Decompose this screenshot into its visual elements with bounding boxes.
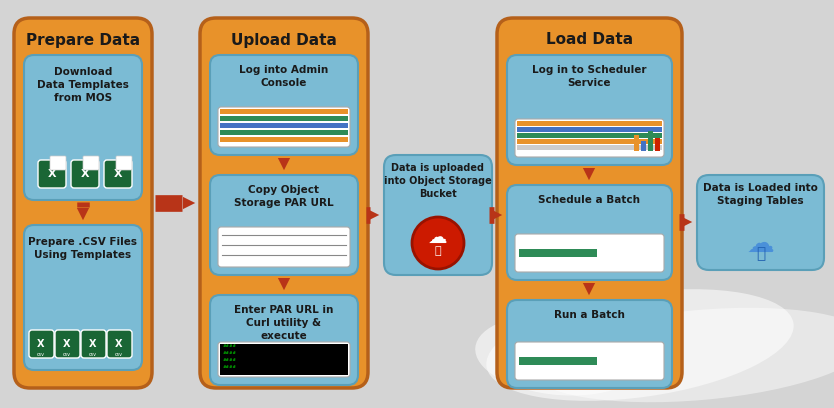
Text: X: X [81, 169, 89, 179]
Text: ☁: ☁ [428, 228, 448, 246]
Text: ☁: ☁ [746, 230, 775, 258]
FancyBboxPatch shape [517, 133, 662, 137]
Text: csv: csv [115, 352, 123, 357]
FancyBboxPatch shape [83, 156, 99, 170]
FancyBboxPatch shape [24, 55, 142, 200]
Text: Copy Object
Storage PAR URL: Copy Object Storage PAR URL [234, 185, 334, 208]
Ellipse shape [475, 315, 645, 395]
FancyBboxPatch shape [210, 175, 358, 275]
Text: Load Data: Load Data [546, 33, 633, 47]
FancyBboxPatch shape [697, 175, 824, 270]
FancyBboxPatch shape [220, 137, 348, 142]
Text: Log into Admin
Console: Log into Admin Console [239, 65, 329, 88]
Text: X: X [113, 169, 123, 179]
Text: Prepare Data: Prepare Data [26, 33, 140, 47]
FancyBboxPatch shape [517, 127, 662, 131]
FancyBboxPatch shape [515, 342, 664, 380]
Text: X: X [115, 339, 123, 349]
FancyBboxPatch shape [220, 130, 348, 135]
Text: csv: csv [63, 352, 71, 357]
FancyBboxPatch shape [519, 357, 596, 365]
Text: X: X [89, 339, 97, 349]
Text: ####: #### [223, 358, 237, 362]
FancyBboxPatch shape [38, 160, 66, 188]
FancyBboxPatch shape [384, 155, 492, 275]
Circle shape [412, 217, 464, 269]
Text: Data is Loaded into
Staging Tables: Data is Loaded into Staging Tables [703, 183, 818, 206]
FancyBboxPatch shape [218, 107, 350, 147]
FancyBboxPatch shape [634, 135, 639, 151]
FancyBboxPatch shape [218, 227, 350, 267]
Text: Download
Data Templates
from MOS: Download Data Templates from MOS [37, 67, 129, 102]
Text: Run a Batch: Run a Batch [554, 310, 625, 320]
FancyBboxPatch shape [200, 18, 368, 388]
FancyBboxPatch shape [507, 55, 672, 165]
FancyBboxPatch shape [50, 156, 66, 170]
FancyBboxPatch shape [507, 185, 672, 280]
Text: Prepare .CSV Files
Using Templates: Prepare .CSV Files Using Templates [28, 237, 138, 260]
Text: csv: csv [37, 352, 45, 357]
Text: Enter PAR URL in
Curl utility &
execute: Enter PAR URL in Curl utility & execute [234, 305, 334, 341]
FancyBboxPatch shape [515, 234, 664, 272]
FancyBboxPatch shape [517, 145, 662, 149]
Ellipse shape [530, 308, 834, 402]
Text: Schedule a Batch: Schedule a Batch [539, 195, 641, 205]
FancyBboxPatch shape [507, 300, 672, 388]
FancyBboxPatch shape [519, 249, 596, 257]
FancyBboxPatch shape [655, 138, 660, 151]
FancyBboxPatch shape [515, 119, 664, 157]
FancyBboxPatch shape [14, 18, 152, 388]
Ellipse shape [486, 289, 794, 401]
FancyBboxPatch shape [641, 141, 646, 151]
FancyBboxPatch shape [71, 160, 99, 188]
FancyBboxPatch shape [107, 330, 132, 358]
Text: ####: #### [223, 351, 237, 355]
FancyBboxPatch shape [517, 121, 662, 126]
Text: Data is uploaded
into Object Storage
Bucket: Data is uploaded into Object Storage Buc… [384, 163, 492, 199]
FancyBboxPatch shape [116, 156, 132, 170]
FancyBboxPatch shape [210, 295, 358, 385]
FancyBboxPatch shape [497, 18, 682, 388]
FancyBboxPatch shape [517, 139, 662, 144]
Text: Log in to Scheduler
Service: Log in to Scheduler Service [532, 65, 646, 88]
Text: 🗄: 🗄 [435, 246, 441, 256]
Text: Upload Data: Upload Data [231, 33, 337, 47]
FancyBboxPatch shape [220, 123, 348, 128]
FancyBboxPatch shape [210, 55, 358, 155]
FancyBboxPatch shape [220, 344, 348, 375]
FancyBboxPatch shape [648, 131, 653, 151]
Text: 🗄: 🗄 [756, 246, 765, 262]
FancyBboxPatch shape [24, 225, 142, 370]
FancyBboxPatch shape [29, 330, 54, 358]
FancyBboxPatch shape [220, 116, 348, 121]
FancyBboxPatch shape [104, 160, 132, 188]
Text: X: X [38, 339, 45, 349]
Text: ####: #### [223, 344, 237, 348]
FancyBboxPatch shape [55, 330, 80, 358]
Text: csv: csv [89, 352, 97, 357]
FancyBboxPatch shape [81, 330, 106, 358]
Text: ####: #### [223, 365, 237, 369]
FancyBboxPatch shape [218, 342, 350, 377]
Text: X: X [48, 169, 57, 179]
Text: X: X [63, 339, 71, 349]
FancyBboxPatch shape [220, 109, 348, 114]
